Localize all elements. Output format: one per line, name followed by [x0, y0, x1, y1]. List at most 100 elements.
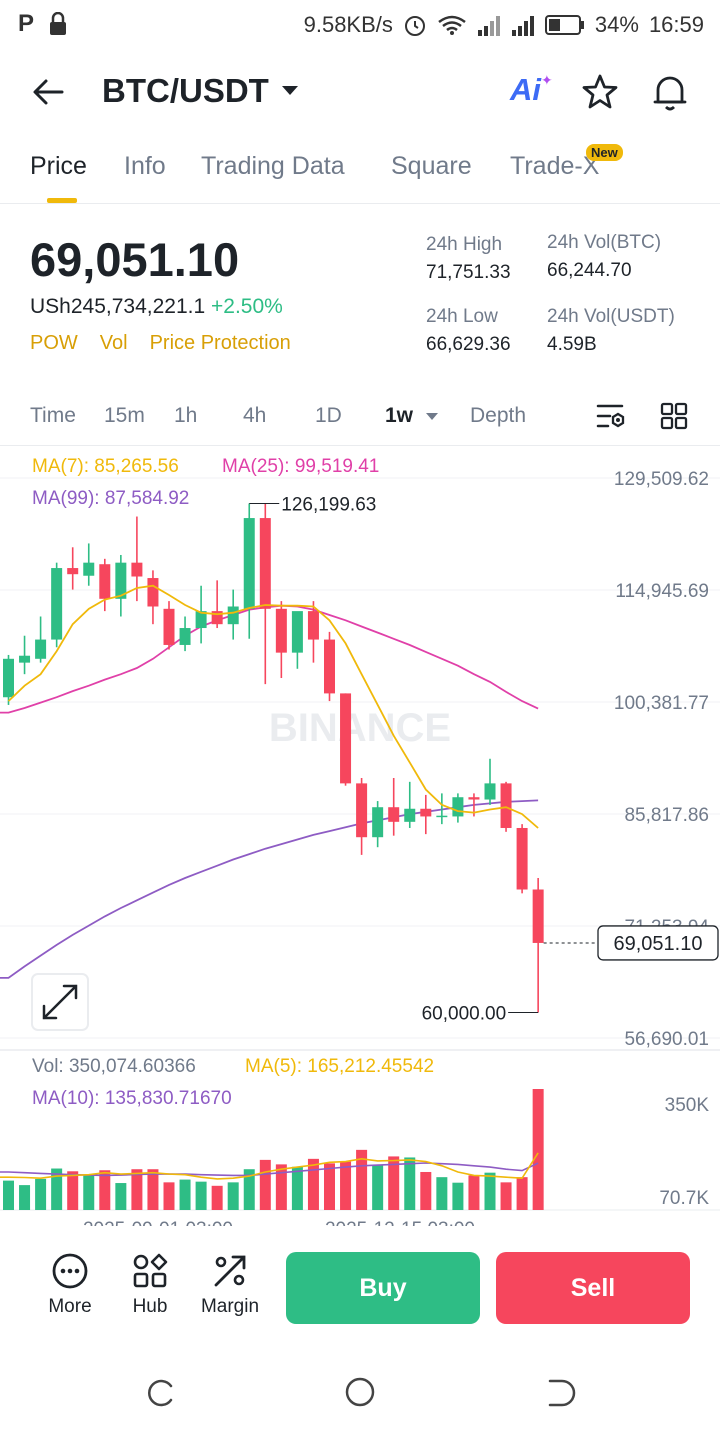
candle-body	[291, 611, 303, 653]
sell-button[interactable]: Sell	[496, 1252, 690, 1324]
ma99-line	[0, 799, 539, 979]
stat-24h-vol-usdt: 24h Vol(USDT) 4.59B	[547, 306, 675, 356]
active-tab-indicator	[47, 198, 77, 203]
fullscreen-button[interactable]	[31, 973, 89, 1031]
volume-bar	[211, 1185, 223, 1210]
candle-body	[356, 783, 368, 838]
alarm-icon	[404, 16, 425, 36]
lock-icon	[50, 12, 67, 35]
candle-body	[500, 783, 512, 828]
interval-1d[interactable]: 1D	[315, 404, 342, 427]
ma99-path	[0, 799, 539, 979]
low-marker-label: 60,000.00	[422, 1004, 507, 1025]
candle-body	[131, 562, 143, 577]
candle-body	[163, 608, 175, 645]
interval-1w[interactable]: 1w	[385, 404, 439, 428]
bottom-action-bar: More Hub Margin Buy Sell	[0, 1240, 720, 1340]
candle-body	[324, 639, 335, 694]
interval-15m[interactable]: 15m	[104, 404, 145, 427]
interval-4h[interactable]: 4h	[243, 404, 267, 427]
volume-bar	[372, 1165, 384, 1210]
back-arrow-icon[interactable]	[30, 74, 66, 110]
volume-bar	[259, 1159, 271, 1210]
interval-1w-label: 1w	[385, 404, 414, 427]
volume-bar	[163, 1182, 175, 1210]
recents-icon[interactable]	[145, 1378, 177, 1408]
chart-watermark: BINANCE	[269, 706, 451, 750]
volume-bar	[147, 1169, 159, 1210]
tab-trade-x[interactable]: Trade-X	[510, 152, 600, 180]
candle-body	[388, 807, 400, 822]
candle-body	[516, 827, 528, 890]
bell-icon[interactable]	[651, 72, 689, 112]
volume-bar	[291, 1166, 303, 1210]
stat-24h-vol-btc: 24h Vol(BTC) 66,244.70	[547, 232, 661, 282]
candle-body	[211, 611, 223, 625]
hub-button[interactable]: Hub	[122, 1252, 178, 1318]
indicator-settings-icon[interactable]	[596, 402, 628, 432]
tab-trading-data[interactable]: Trading Data	[201, 152, 345, 180]
volume-bar	[19, 1185, 31, 1210]
volume-bar	[227, 1182, 239, 1210]
price-chart[interactable]: BINANCE 129,509.62 114,945.69 100,381.77 85…	[0, 446, 720, 1226]
current-price-box	[597, 925, 719, 961]
signal-icon-2	[511, 16, 534, 36]
tag-pow[interactable]: POW	[30, 332, 78, 354]
tab-square[interactable]: Square	[391, 152, 472, 180]
pair-selector[interactable]: BTC/USDT	[102, 72, 299, 110]
ma7-path	[7, 584, 539, 829]
vol-y-tick-label: 70.7K	[659, 1188, 709, 1209]
volume-bar	[195, 1181, 207, 1210]
grid-layout-icon[interactable]	[660, 402, 688, 430]
tag-vol[interactable]: Vol	[99, 332, 128, 354]
hub-icon	[133, 1253, 168, 1288]
buy-button[interactable]: Buy	[286, 1252, 480, 1324]
margin-button[interactable]: Margin	[196, 1252, 264, 1318]
local-price: USh245,734,221.1	[30, 295, 206, 318]
candle-body	[436, 815, 448, 818]
candle-body	[468, 797, 480, 800]
y-tick-label: 85,817.86	[624, 805, 709, 826]
status-bar: P 9.58KB/s 34% 16	[0, 0, 720, 50]
system-nav-bar	[0, 1350, 720, 1440]
interval-1h[interactable]: 1h	[174, 404, 198, 427]
margin-icon	[214, 1255, 246, 1287]
volume-bar	[67, 1171, 79, 1210]
interval-time[interactable]: Time	[30, 404, 76, 427]
candle-body	[307, 611, 319, 640]
candle-body	[179, 628, 191, 645]
candle-body	[195, 611, 207, 629]
candle-body	[243, 518, 255, 609]
candle-body	[452, 797, 464, 817]
ai-assistant-icon[interactable]: Ai✦	[510, 72, 553, 107]
battery-percent: 34%	[594, 12, 639, 37]
clock: 16:59	[648, 12, 704, 37]
candle-body	[259, 518, 271, 609]
high-marker-label: 126,199.63	[281, 494, 376, 515]
ma7-line	[7, 584, 539, 829]
tab-info[interactable]: Info	[124, 152, 166, 180]
tab-price[interactable]: Price	[30, 152, 87, 180]
volume-bar	[3, 1180, 14, 1210]
stat-label: 24h High	[426, 234, 503, 255]
star-icon[interactable]	[581, 73, 619, 111]
stat-value: 4.59B	[547, 334, 597, 355]
back-nav-icon[interactable]	[544, 1378, 576, 1408]
candle-body	[227, 606, 239, 625]
vol-y-tick-label: 350K	[665, 1095, 710, 1116]
volume-bar	[243, 1169, 255, 1210]
pair-title: BTC/USDT	[102, 72, 269, 109]
volume-bar	[340, 1161, 352, 1210]
volume-bar	[452, 1182, 464, 1210]
expand-icon	[42, 984, 78, 1020]
more-icon	[52, 1253, 88, 1289]
tag-price-protection[interactable]: Price Protection	[149, 332, 291, 354]
candle-body	[67, 568, 79, 575]
candle-body	[372, 807, 384, 838]
interval-depth[interactable]: Depth	[470, 404, 527, 427]
caret-down-icon	[425, 412, 438, 420]
battery-icon	[544, 15, 584, 35]
home-icon[interactable]	[344, 1376, 376, 1408]
volume-bar	[436, 1177, 448, 1210]
more-button[interactable]: More	[40, 1252, 100, 1318]
